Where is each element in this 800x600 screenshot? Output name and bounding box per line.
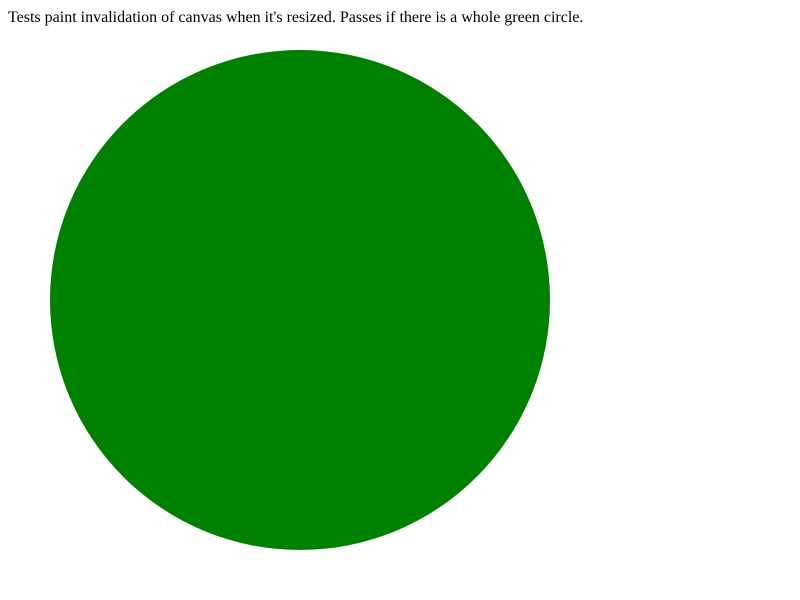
- test-description: Tests paint invalidation of canvas when …: [8, 9, 584, 26]
- green-circle: [50, 50, 550, 550]
- canvas-drawing: [50, 50, 550, 550]
- resized-canvas: [50, 50, 550, 550]
